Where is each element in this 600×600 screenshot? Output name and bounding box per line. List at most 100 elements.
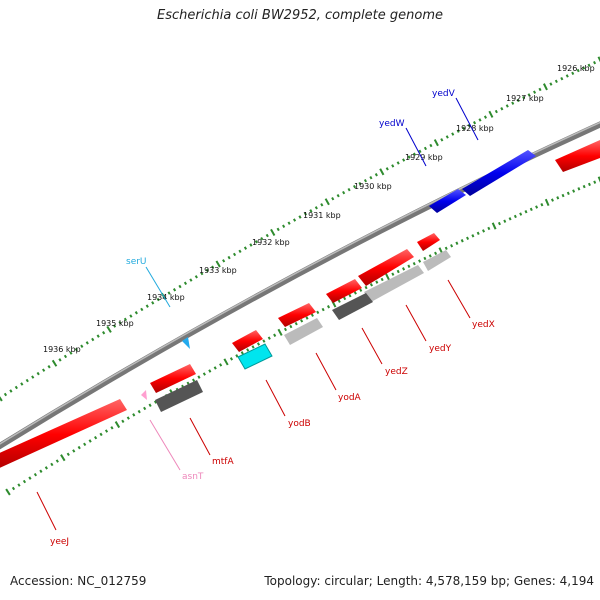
ruler-minor-tick bbox=[102, 331, 106, 335]
ruler-minor-tick bbox=[497, 221, 501, 226]
ruler-minor-tick bbox=[483, 115, 487, 119]
ruler-minor-tick bbox=[396, 161, 400, 165]
ruler-major-tick bbox=[433, 139, 439, 147]
ruler-minor-tick bbox=[140, 307, 144, 312]
ruler-minor-tick bbox=[9, 389, 13, 393]
ruler-minor-tick bbox=[238, 249, 242, 253]
ruler-major-tick bbox=[5, 488, 11, 496]
ruler-minor-tick bbox=[540, 203, 544, 207]
gene-arrow-yedV bbox=[462, 150, 536, 196]
ruler-minor-tick bbox=[369, 176, 373, 180]
gene-label-yedY: yedY bbox=[429, 344, 452, 354]
ruler-minor-tick bbox=[205, 268, 209, 273]
ruler-minor-tick bbox=[456, 129, 460, 133]
ruler-minor-tick bbox=[535, 205, 539, 209]
ruler-minor-tick bbox=[276, 227, 280, 232]
ruler-minor-tick bbox=[418, 259, 422, 263]
ruler-major-tick bbox=[51, 359, 58, 367]
ruler-minor-tick bbox=[471, 234, 475, 238]
ruler-minor-tick bbox=[194, 275, 198, 279]
ruler-minor-tick bbox=[74, 347, 78, 352]
ruler-major-tick bbox=[114, 421, 121, 429]
ruler-minor-tick bbox=[554, 79, 558, 84]
ruler-minor-tick bbox=[577, 187, 581, 191]
ruler-minor-tick bbox=[391, 164, 395, 168]
ruler-major-tick bbox=[215, 260, 221, 268]
ruler-major-tick bbox=[379, 168, 385, 176]
ruler-minor-tick bbox=[83, 442, 87, 447]
trna-asnT bbox=[141, 390, 147, 400]
ruler-minor-tick bbox=[587, 63, 591, 67]
reverse-features bbox=[0, 233, 451, 468]
ruler-minor-tick bbox=[167, 291, 171, 295]
ruler-minor-tick bbox=[407, 155, 411, 159]
cds-bar-mtfA bbox=[155, 380, 203, 412]
ruler-minor-tick bbox=[466, 236, 470, 240]
cds-bar-yedX bbox=[423, 250, 451, 271]
ruler-major-tick bbox=[277, 328, 283, 336]
ruler-minor-tick bbox=[310, 313, 314, 317]
ruler-minor-tick bbox=[112, 324, 117, 328]
ruler-minor-tick bbox=[549, 82, 553, 86]
ruler-minor-tick bbox=[69, 351, 73, 355]
ruler-minor-tick bbox=[500, 107, 504, 111]
gene-label-yodA: yodA bbox=[338, 393, 362, 403]
ruler-minor-tick bbox=[358, 181, 362, 186]
ruler-minor-tick bbox=[444, 246, 448, 250]
gene-label-serU: serU bbox=[126, 257, 147, 267]
ruler-minor-tick bbox=[460, 239, 464, 243]
ruler-minor-tick bbox=[369, 283, 373, 287]
ruler-major-tick bbox=[324, 198, 330, 206]
ruler-minor-tick bbox=[511, 101, 515, 105]
ruler-minor-tick bbox=[391, 272, 395, 276]
ruler-minor-tick bbox=[413, 152, 417, 156]
scale-label: 1929 kbp bbox=[405, 153, 443, 162]
ruler-minor-tick bbox=[326, 305, 331, 309]
ruler-minor-tick bbox=[494, 109, 498, 114]
ruler-minor-tick bbox=[191, 378, 196, 382]
scale-label: 1927 kbp bbox=[506, 94, 544, 103]
ruler-minor-tick bbox=[232, 252, 237, 257]
ruler-minor-tick bbox=[126, 416, 130, 420]
scale-label: 1932 kbp bbox=[252, 238, 290, 247]
ruler-minor-tick bbox=[14, 385, 18, 390]
trna-cyan-bar bbox=[237, 343, 273, 370]
ruler-minor-tick bbox=[300, 319, 304, 323]
ruler-minor-tick bbox=[219, 363, 223, 367]
ruler-minor-tick bbox=[28, 476, 32, 480]
ruler-minor-tick bbox=[85, 341, 89, 345]
ruler-minor-tick bbox=[359, 288, 363, 292]
ruler-minor-tick bbox=[423, 256, 427, 261]
ruler-minor-tick bbox=[151, 301, 155, 305]
ruler-minor-tick bbox=[396, 269, 400, 274]
ruler-minor-tick bbox=[197, 375, 201, 379]
ruler-minor-tick bbox=[63, 354, 68, 359]
ruler-minor-tick bbox=[321, 307, 325, 312]
ruler-minor-tick bbox=[320, 203, 324, 207]
gene-arrow-yodB bbox=[232, 330, 263, 352]
ruler-minor-tick bbox=[20, 382, 24, 386]
ruler-minor-tick bbox=[314, 206, 318, 210]
genome-title: Escherichia coli BW2952, complete genome bbox=[157, 8, 443, 23]
ruler-minor-tick bbox=[11, 486, 16, 491]
scale-labels: 1926 kbp 1927 kbp 1928 kbp 1929 kbp 1930 kbp… bbox=[43, 64, 595, 354]
cds-bar-yedZ bbox=[332, 293, 373, 320]
cds-bar-yodA bbox=[284, 318, 323, 345]
ruler-minor-tick bbox=[462, 126, 466, 131]
ruler-minor-tick bbox=[533, 90, 537, 94]
ruler-minor-tick bbox=[148, 403, 152, 407]
ruler-minor-tick bbox=[519, 212, 523, 216]
ruler-minor-tick bbox=[524, 210, 528, 214]
ruler-minor-tick bbox=[31, 375, 35, 379]
ruler-minor-tick bbox=[336, 193, 340, 198]
ruler-minor-tick bbox=[298, 215, 302, 219]
ruler-minor-tick bbox=[240, 351, 244, 355]
ruler-minor-tick bbox=[440, 138, 444, 142]
ruler-major-tick bbox=[597, 56, 600, 63]
ruler-minor-tick bbox=[451, 132, 455, 136]
ruler-minor-tick bbox=[249, 243, 253, 247]
ruler-minor-tick bbox=[227, 255, 231, 260]
gene-arrow-yedY bbox=[358, 249, 414, 286]
scale-label: 1928 kbp bbox=[456, 124, 494, 133]
ruler-minor-tick bbox=[50, 462, 54, 467]
